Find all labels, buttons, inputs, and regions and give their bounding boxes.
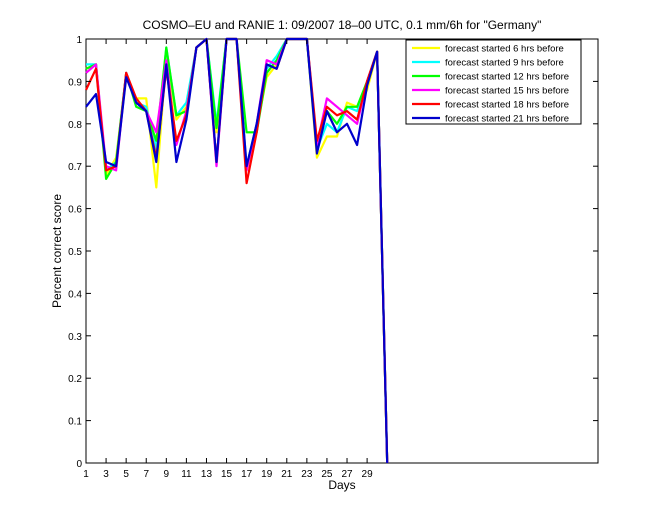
legend-label: forecast started 9 hrs before — [445, 58, 564, 69]
y-tick-label: 0.6 — [68, 205, 82, 216]
x-tick-label: 13 — [201, 469, 213, 480]
x-tick-label: 21 — [281, 469, 293, 480]
y-tick-label: 0.5 — [68, 247, 82, 258]
x-tick-label: 11 — [181, 469, 192, 480]
x-tick-label: 27 — [341, 469, 353, 480]
x-axis-label: Days — [328, 478, 355, 492]
y-tick-label: 0.3 — [68, 332, 82, 343]
chart-title: COSMO–EU and RANIE 1: 09/2007 18–00 UTC,… — [143, 18, 542, 32]
x-tick-label: 9 — [164, 469, 170, 480]
series-layer — [85, 37, 389, 464]
y-tick-label: 0.2 — [68, 374, 82, 385]
x-tick-label: 1 — [83, 469, 89, 480]
x-tick-label: 23 — [301, 469, 313, 480]
x-tick-label: 5 — [123, 469, 129, 480]
x-tick-label: 7 — [143, 469, 149, 480]
x-axis: 1 3 5 7 9 11 13 15 17 19 21 23 25 27 29 — [83, 39, 373, 480]
y-tick-label: 1 — [76, 35, 82, 46]
y-tick-label: 0.9 — [68, 77, 82, 88]
x-tick-label: 19 — [261, 469, 273, 480]
y-axis: 0 0.1 0.2 0.3 0.4 0.5 0.6 0.7 0.8 0.9 1 — [68, 35, 598, 470]
series-line-6 — [85, 37, 389, 464]
x-tick-label: 25 — [321, 469, 333, 480]
y-tick-label: 0.1 — [68, 417, 82, 428]
x-tick-label: 3 — [103, 469, 109, 480]
x-tick-label: 15 — [221, 469, 233, 480]
legend-label: forecast started 21 hrs before — [445, 114, 569, 125]
legend-label: forecast started 18 hrs before — [445, 100, 569, 111]
legend-label: forecast started 12 hrs before — [445, 72, 569, 83]
legend-label: forecast started 6 hrs before — [445, 44, 564, 55]
x-tick-label: 17 — [241, 469, 253, 480]
y-tick-label: 0.8 — [68, 120, 82, 131]
y-tick-label: 0 — [76, 459, 82, 470]
x-tick-label: 29 — [362, 469, 374, 480]
y-tick-label: 0.7 — [68, 162, 82, 173]
legend-box — [405, 39, 582, 125]
y-axis-label: Percent correct score — [50, 194, 64, 308]
legend-label: forecast started 15 hrs before — [445, 86, 569, 97]
y-tick-label: 0.4 — [68, 289, 82, 300]
legend: forecast started 6 hrs before forecast st… — [405, 39, 582, 125]
